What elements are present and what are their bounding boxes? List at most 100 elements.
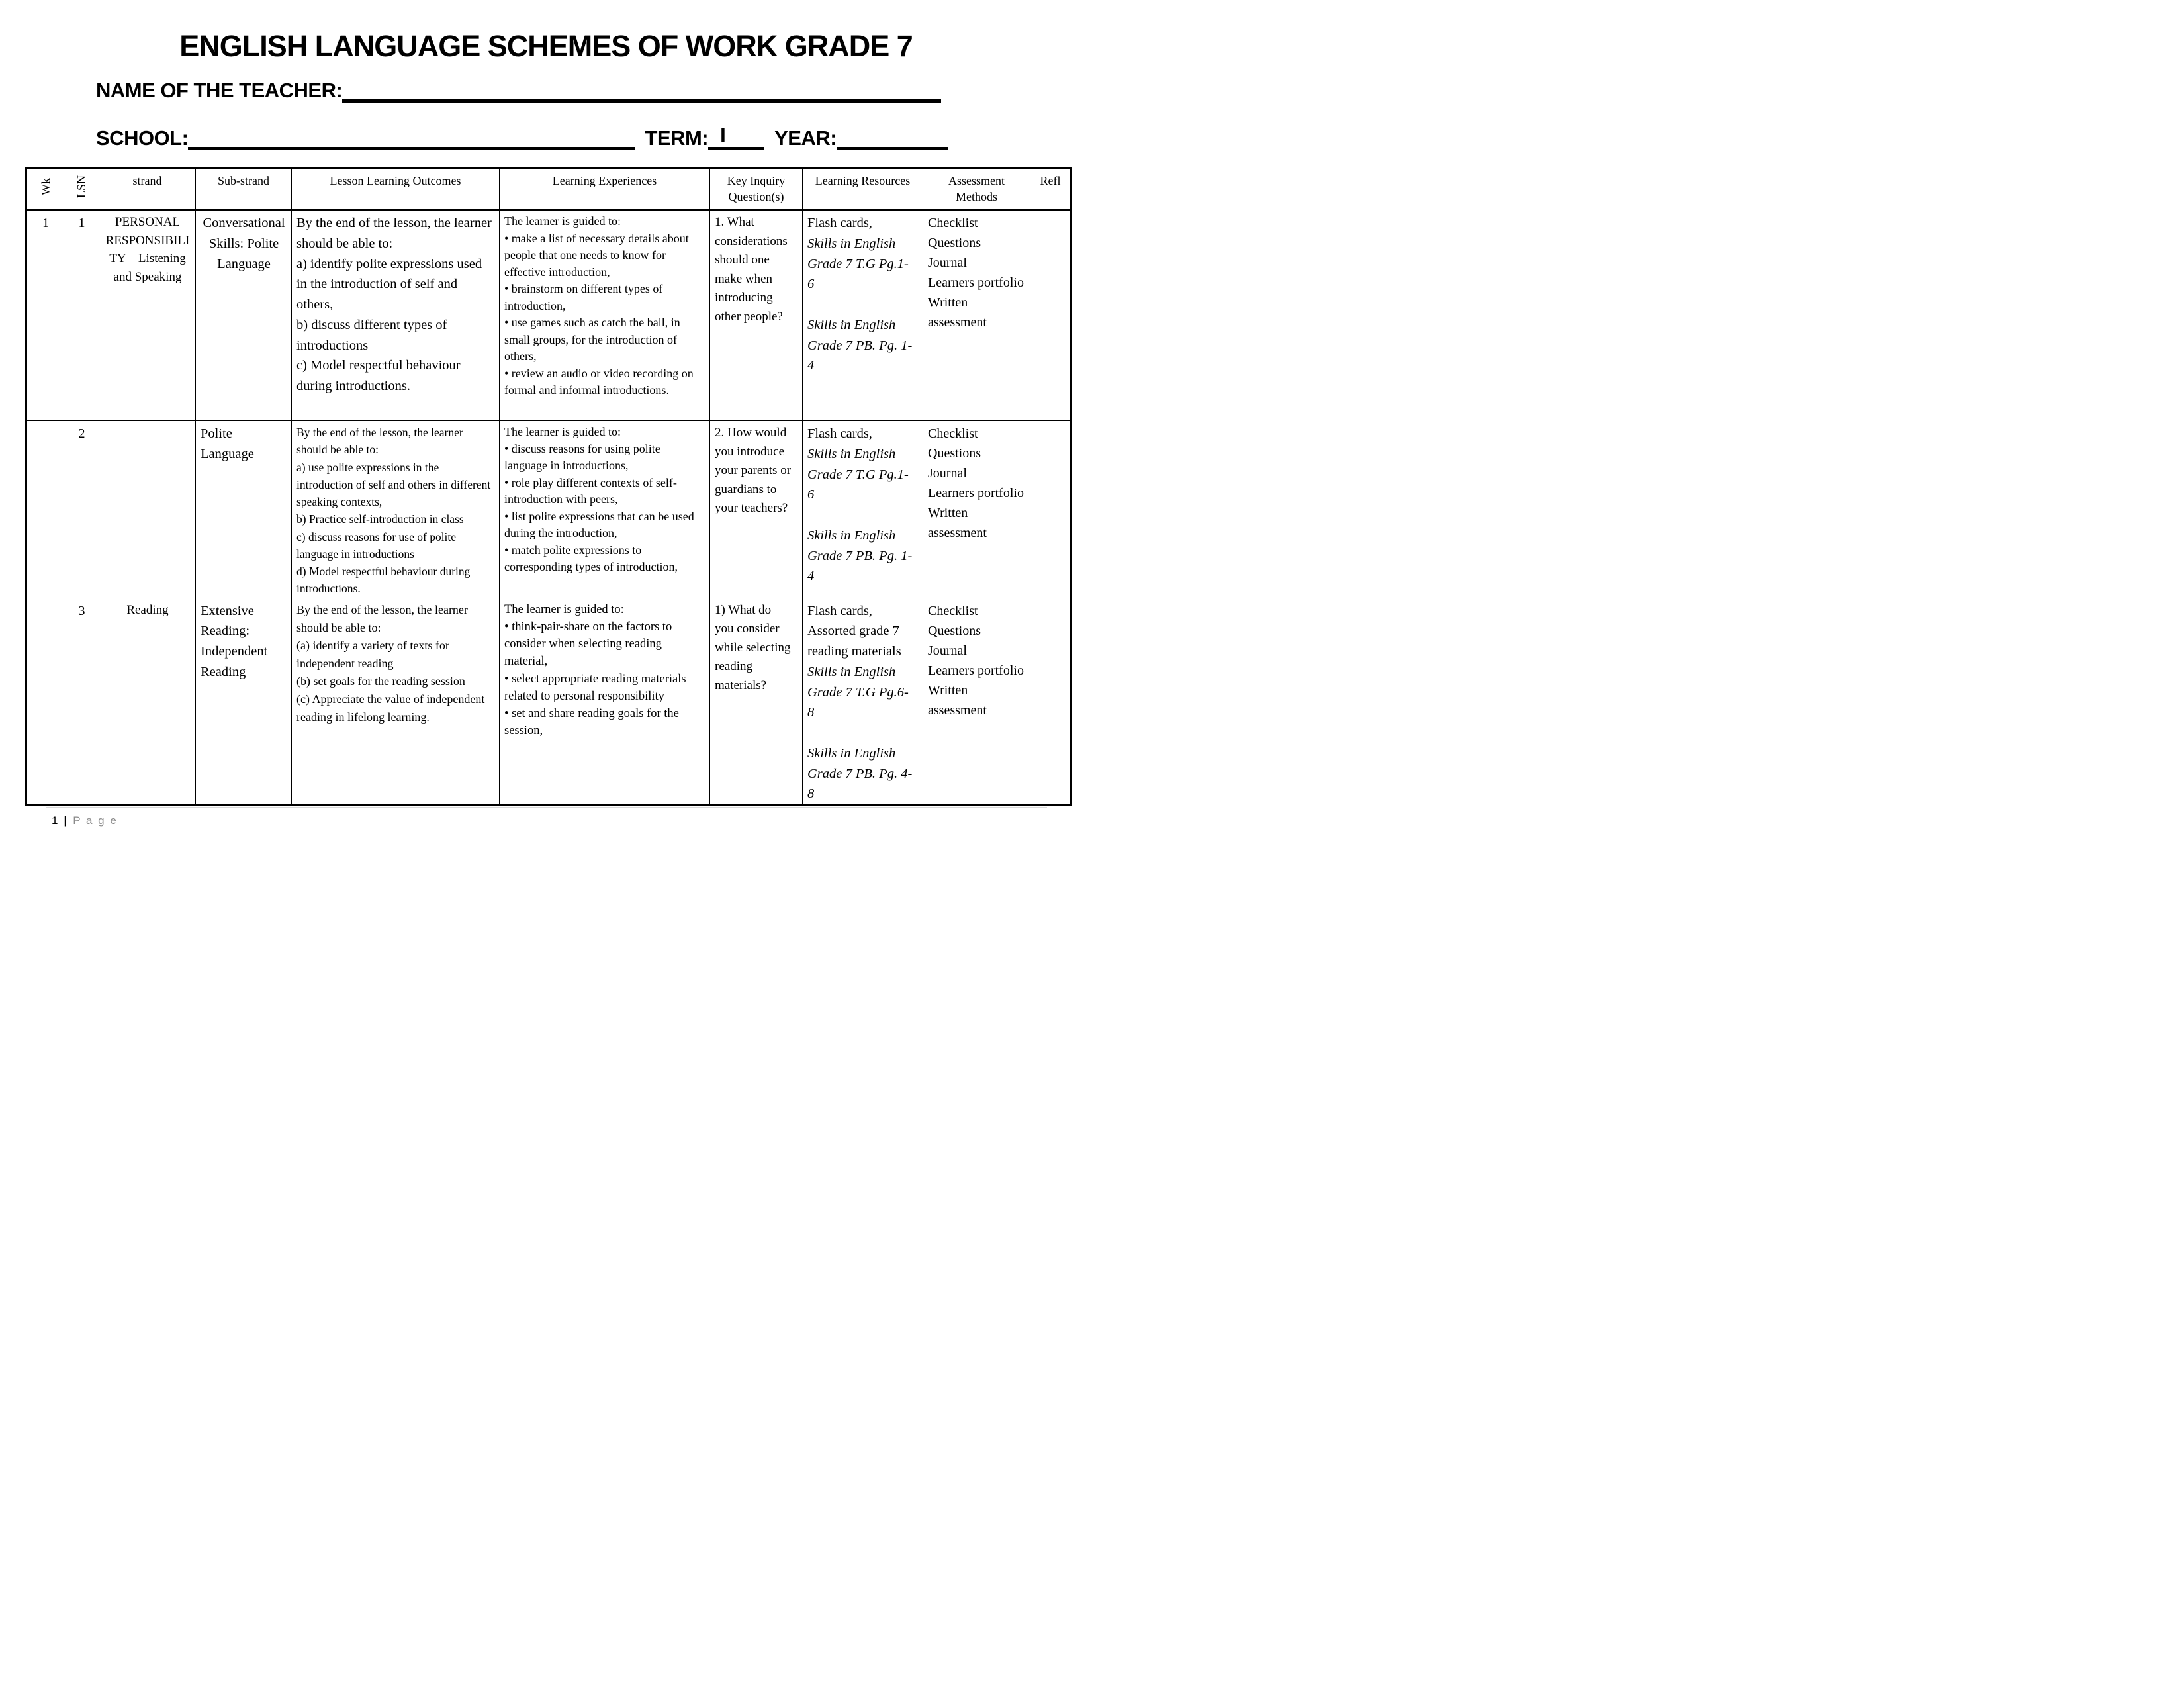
column-header-resources: Learning Resources	[802, 167, 923, 211]
text-line: Flash cards,	[807, 216, 872, 230]
text-line: Questions	[928, 446, 981, 461]
text-line: The learner is guided to:	[504, 425, 621, 438]
text-line: a) identify polite expressions used in t…	[296, 256, 482, 312]
footer-divider	[46, 807, 1047, 808]
table-header-row: Wk LSN strand Sub-strand Lesson Learning…	[26, 167, 1071, 211]
cell-sub-strand: Extensive Reading: Independent Reading	[195, 597, 292, 806]
cell-sub-strand: Polite Language	[195, 420, 292, 598]
text-line: Assorted grade 7 reading materials	[807, 624, 901, 659]
cell-assessment: Checklist Questions Journal Learners portfo…	[923, 209, 1030, 421]
term-label: TERM:	[645, 126, 709, 150]
text-line: Checklist	[928, 603, 978, 618]
table-row-lesson3: 3 Reading Extensive Reading: Independent…	[26, 597, 1071, 806]
text-line: c) discuss reasons for use of polite lan…	[296, 530, 457, 561]
column-header-key-inquiry: Key Inquiry Question(s)	[709, 167, 803, 211]
text-line: (b) set goals for the reading session	[296, 674, 465, 688]
cell-wk	[26, 420, 64, 598]
text-line: (c) Appreciate the value of independent …	[296, 692, 485, 724]
column-header-lsn-label: LSN	[75, 175, 88, 198]
school-label: SCHOOL:	[96, 126, 189, 150]
text-line: Journal	[928, 466, 967, 481]
teacher-name-label: NAME OF THE TEACHER:	[96, 79, 343, 102]
table-row-lesson1: 1 1 PERSONAL RESPONSIBILITY – Listening …	[26, 209, 1071, 421]
text-line: Flash cards,	[807, 426, 872, 441]
text-line: Skills in English Grade 7 T.G Pg.6-8	[807, 664, 909, 720]
schemes-of-work-table: Wk LSN strand Sub-strand Lesson Learning…	[25, 167, 1072, 806]
document-page: ENGLISH LANGUAGE SCHEMES OF WORK GRADE 7…	[0, 0, 1092, 844]
text-line: Flash cards,	[807, 603, 872, 618]
document-title: ENGLISH LANGUAGE SCHEMES OF WORK GRADE 7	[179, 29, 913, 63]
year-label: YEAR:	[774, 126, 837, 150]
text-line: c) Model respectful behaviour during int…	[296, 358, 461, 393]
cell-key-inquiry: 2. How would you introduce your parents …	[709, 420, 803, 598]
cell-resources: Flash cards, Skills in English Grade 7 T.…	[802, 420, 923, 598]
term-blank-line: I	[708, 123, 765, 150]
text-line: • brainstorm on different types of intro…	[504, 282, 663, 312]
text-line: The learner is guided to:	[504, 214, 621, 228]
text-line: Written assessment	[928, 506, 987, 540]
column-header-sub-strand: Sub-strand	[195, 167, 292, 211]
footer: 1 | P a g e	[52, 814, 118, 827]
footer-separator: |	[64, 814, 68, 827]
text-line: By the end of the lesson, the learner sh…	[296, 602, 468, 634]
key-inquiry-text: 1. What considerations should one make w…	[715, 215, 788, 324]
cell-key-inquiry: 1. What considerations should one make w…	[709, 209, 803, 421]
text-line: Written assessment	[928, 295, 987, 330]
sub-strand-text: Extensive Reading: Independent Reading	[201, 603, 268, 679]
teacher-name-blank-line	[342, 75, 942, 103]
text-line: Skills in English Grade 7 PB. Pg. 4-8	[807, 745, 913, 802]
text-line: • role play different contexts of self-i…	[504, 475, 677, 506]
cell-strand: Reading	[99, 597, 196, 806]
column-header-refl: Refl	[1030, 167, 1071, 211]
cell-resources: Flash cards, Skills in English Grade 7 T.…	[802, 209, 923, 421]
cell-lsn: 2	[64, 420, 99, 598]
cell-lsn: 3	[64, 597, 99, 806]
text-line: Journal	[928, 643, 967, 658]
cell-lsn: 1	[64, 209, 99, 421]
cell-experiences: The learner is guided to: • make a list o…	[499, 209, 710, 421]
key-inquiry-text: 2. How would you introduce your parents …	[715, 426, 792, 515]
year-blank-line	[837, 123, 948, 150]
text-line: • select appropriate reading materials r…	[504, 672, 686, 703]
cell-strand: PERSONAL RESPONSIBILITY – Listening and …	[99, 209, 196, 421]
cell-outcomes: By the end of the lesson, the learner sh…	[291, 209, 500, 421]
column-header-lsn: LSN	[64, 167, 99, 211]
text-line: Checklist	[928, 426, 978, 441]
term-value: I	[720, 123, 726, 146]
text-line: Skills in English Grade 7 T.G Pg.1-6	[807, 446, 909, 502]
column-header-strand: strand	[99, 167, 196, 211]
strand-text: Reading	[126, 602, 169, 617]
column-header-wk: Wk	[26, 167, 64, 211]
text-line: • review an audio or video recording on …	[504, 366, 694, 397]
cell-refl	[1030, 597, 1071, 806]
cell-assessment: Checklist Questions Journal Learners portfo…	[923, 597, 1030, 806]
text-line: Skills in English Grade 7 PB. Pg. 1-4	[807, 528, 913, 584]
footer-page-number: 1	[52, 814, 58, 827]
cell-experiences: The learner is guided to: • think-pair-sh…	[499, 597, 710, 806]
text-line: Skills in English Grade 7 PB. Pg. 1-4	[807, 317, 913, 373]
text-line: a) use polite expressions in the introdu…	[296, 460, 491, 509]
text-line: • discuss reasons for using polite langu…	[504, 442, 660, 473]
text-line	[807, 505, 913, 526]
text-line: Questions	[928, 623, 981, 638]
column-header-experiences: Learning Experiences	[499, 167, 710, 211]
cell-experiences: The learner is guided to: • discuss reaso…	[499, 420, 710, 598]
text-line: Learners portfolio	[928, 663, 1024, 678]
cell-sub-strand: Conversational Skills: Polite Language	[195, 209, 292, 421]
text-line: Learners portfolio	[928, 275, 1024, 290]
cell-wk	[26, 597, 64, 806]
text-line: Skills in English Grade 7 T.G Pg.1-6	[807, 236, 909, 292]
text-line: • think-pair-share on the factors to con…	[504, 620, 672, 669]
sub-strand-text: Polite Language	[201, 426, 254, 461]
text-line: Journal	[928, 256, 967, 270]
text-line: Learners portfolio	[928, 486, 1024, 500]
teacher-name-field: NAME OF THE TEACHER:	[96, 75, 942, 103]
text-line: d) Model respectful behaviour during int…	[296, 565, 471, 596]
text-line: Written assessment	[928, 682, 987, 718]
footer-page-word: P a g e	[73, 814, 118, 827]
text-line: • match polite expressions to correspond…	[504, 543, 678, 574]
column-header-outcomes: Lesson Learning Outcomes	[291, 167, 500, 211]
text-line	[807, 295, 913, 315]
cell-refl	[1030, 420, 1071, 598]
key-inquiry-text: 1) What do you consider while selecting …	[715, 602, 791, 692]
